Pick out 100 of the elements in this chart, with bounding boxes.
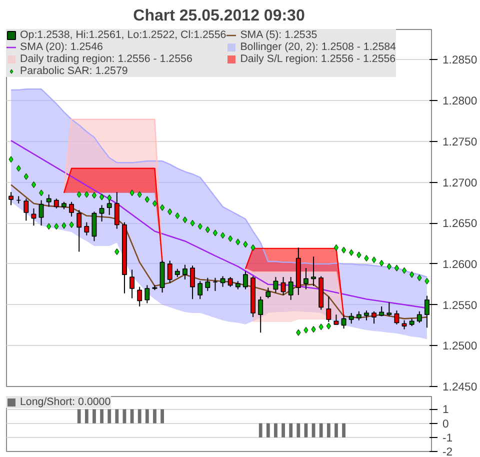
y-tick-label: 1.2500 [442, 340, 478, 353]
candlestick [114, 192, 120, 230]
point [243, 241, 248, 248]
point [144, 196, 150, 203]
candlestick [334, 314, 339, 325]
y-tick-label: 1.2700 [442, 177, 478, 190]
candlestick [303, 268, 308, 290]
candlestick [288, 276, 294, 300]
point [296, 329, 301, 336]
point [182, 216, 188, 224]
point [424, 278, 430, 284]
point [304, 326, 308, 334]
point [8, 156, 14, 163]
candlestick [8, 192, 14, 206]
point [379, 260, 384, 266]
candlestick [341, 314, 346, 329]
point [334, 244, 339, 251]
point [84, 191, 89, 198]
point [99, 194, 104, 200]
point [62, 222, 66, 229]
y-tick-label: 1.2450 [442, 382, 478, 394]
candlestick [228, 276, 233, 288]
point [372, 256, 376, 264]
candlestick [242, 270, 248, 290]
chart-title: Chart 25.05.2012 09:30 [133, 8, 305, 24]
point [160, 204, 165, 211]
candlestick [266, 287, 271, 299]
point [152, 200, 158, 207]
point [410, 271, 414, 278]
point [190, 220, 195, 226]
point [386, 263, 392, 270]
y-tick-label: 1 [442, 404, 449, 416]
point [137, 191, 142, 198]
candlestick [190, 265, 196, 300]
point [24, 173, 28, 180]
candlestick [182, 264, 188, 280]
candlestick [69, 201, 74, 218]
point [356, 252, 362, 258]
candlestick [167, 260, 172, 284]
point [394, 264, 400, 272]
candlestick [364, 310, 369, 321]
point [220, 232, 226, 239]
point [198, 223, 202, 230]
point [168, 208, 172, 215]
point [402, 267, 407, 274]
candlestick [46, 194, 52, 208]
candlestick [38, 200, 44, 226]
point [16, 165, 21, 172]
y-tick-label: 1.2850 [442, 54, 478, 67]
y-tick-label: 1.2750 [442, 136, 478, 148]
candlestick [205, 277, 210, 292]
legend-label: SMA (5): 1.2535 [240, 29, 318, 41]
point [236, 238, 240, 246]
candlestick [386, 302, 392, 317]
point [38, 190, 44, 196]
legend-label: Long/Short: 0.0000 [20, 396, 111, 408]
y-tick-label: -1 [442, 432, 453, 444]
point [228, 235, 233, 242]
y-tick-label: 1.2800 [442, 96, 478, 108]
candlestick [394, 310, 400, 325]
candlestick [137, 286, 142, 307]
point [318, 324, 324, 330]
candlestick [130, 269, 135, 299]
legend-label: Parabolic SAR: 1.2579 [20, 65, 128, 77]
candlestick [273, 276, 278, 294]
candlestick [31, 208, 36, 226]
candlestick [198, 280, 203, 300]
candlestick [311, 256, 316, 287]
point [54, 223, 59, 230]
candlestick [326, 296, 332, 322]
point [130, 190, 134, 196]
candlestick [144, 284, 150, 304]
legend-label: Daily trading region: 1.2556 - 1.2556 [20, 53, 192, 65]
candlestick [220, 276, 226, 288]
candlestick [99, 204, 104, 222]
y-tick-label: 1.2650 [442, 218, 478, 230]
candlestick [372, 310, 377, 324]
candlestick [92, 211, 97, 242]
point [326, 322, 331, 330]
y-tick-label: 0 [442, 418, 449, 430]
point [417, 274, 422, 282]
point [341, 246, 346, 254]
point [46, 223, 52, 230]
legend-label: Bollinger (20, 2): 1.2508 - 1.2584 [240, 41, 396, 53]
candlestick [84, 222, 90, 236]
candlestick [24, 198, 29, 222]
point [212, 230, 218, 236]
point [205, 226, 210, 233]
point [250, 244, 256, 251]
legend-label: Daily S/L region: 1.2556 - 1.2556 [240, 53, 396, 65]
candlestick [76, 210, 82, 252]
legend-label: Op:1.2538, Hi:1.2561, Lo:1.2522, Cl:1.2556 [20, 29, 226, 41]
y-tick-label: 1.2550 [442, 300, 478, 312]
point [31, 181, 36, 188]
candlestick [348, 312, 354, 324]
point [76, 191, 82, 198]
y-tick-label: 1.2600 [442, 258, 478, 271]
candlestick [258, 296, 264, 334]
point [92, 192, 97, 199]
point [349, 249, 354, 256]
